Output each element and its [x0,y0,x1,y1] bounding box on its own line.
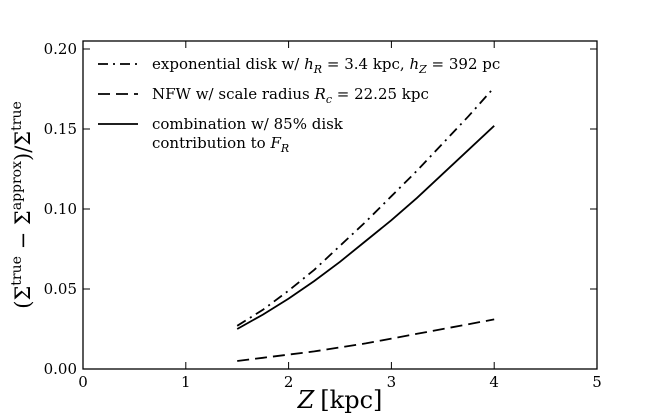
x-tick-label: 4 [489,373,499,391]
series-line-dashdot [236,86,495,327]
y-tick-label: 0.00 [44,360,77,378]
legend: exponential disk w/ hR = 3.4 kpc, hZ = 3… [98,55,500,155]
x-axis-label: Z [kpc] [297,386,383,414]
x-tick-label: 5 [592,373,602,391]
y-tick-label: 0.15 [44,120,77,138]
legend-label: exponential disk w/ hR = 3.4 kpc, hZ = 3… [152,55,500,76]
y-tick-label: 0.05 [44,280,77,298]
x-tick-label: 1 [181,373,191,391]
x-tick-label: 0 [78,373,88,391]
legend-label: contribution to FR [152,134,289,155]
x-tick-label: 3 [387,373,397,391]
axis-ticks: 0 1 2 3 4 5 0.00 0.05 0.10 0.15 0.20 [44,40,602,391]
y-tick-label: 0.20 [44,40,77,58]
plot-frame [82,40,598,370]
series-group [236,86,495,362]
legend-label: combination w/ 85% disk [152,115,344,133]
series-line-solid [236,125,495,330]
y-tick-label: 0.10 [44,200,77,218]
series-line-dashed [237,318,495,362]
legend-label: NFW w/ scale radius Rc = 22.25 kpc [152,85,429,106]
y-axis-label: (Σtrue − Σapprox)/Σtrue [9,101,35,309]
x-tick-label: 2 [284,373,294,391]
